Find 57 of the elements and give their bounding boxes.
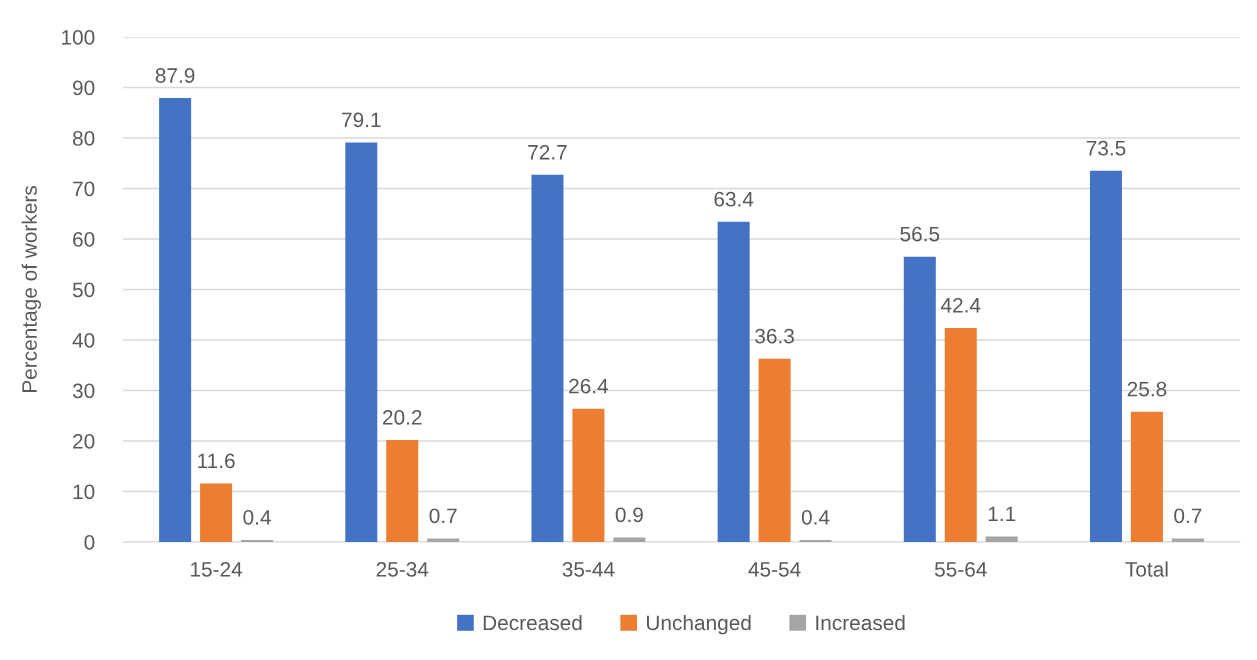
legend-label: Unchanged: [646, 614, 751, 635]
bar: [241, 539, 274, 542]
bar: [427, 538, 460, 542]
bar: [1171, 538, 1204, 542]
legend-label: Increased: [816, 614, 905, 631]
data-label: 36.3: [755, 328, 794, 344]
x-tick-label: Total: [1125, 561, 1168, 577]
data-label: 11.6: [198, 453, 235, 469]
bar: [944, 327, 977, 542]
x-tick-label: 55-64: [934, 561, 987, 577]
y-tick-label: 20: [73, 434, 95, 449]
data-label: 25.8: [1127, 381, 1167, 397]
bar: [386, 439, 419, 542]
y-axis-title: Percentage of workers: [21, 186, 42, 392]
bar: [758, 358, 791, 542]
data-label: 79.1: [342, 112, 381, 128]
bar: [985, 536, 1018, 542]
y-tick-label: 70: [73, 181, 95, 197]
y-tick-label: 50: [72, 282, 95, 298]
legend-label: Decreased: [483, 614, 582, 631]
data-label: 0.9: [615, 507, 643, 523]
data-label: 73.5: [1086, 140, 1126, 156]
data-label: 63.4: [714, 191, 754, 207]
bar: [1130, 411, 1163, 542]
bar: [159, 98, 192, 542]
bar: [345, 142, 378, 542]
y-tick-label: 100: [62, 30, 95, 45]
data-label: 26.4: [569, 378, 609, 394]
y-tick-label: 40: [72, 333, 95, 348]
y-tick-label: 60: [73, 232, 95, 247]
data-label: 42.4: [940, 297, 981, 313]
bar: [531, 174, 564, 542]
bar: [1089, 170, 1122, 542]
x-tick-label: 15-24: [191, 561, 243, 577]
bar: [200, 483, 233, 542]
data-label: 0.4: [801, 510, 830, 525]
data-label: 0.7: [429, 508, 457, 524]
data-label: 56.5: [900, 226, 940, 242]
data-label: 20.2: [383, 410, 422, 425]
bar: [799, 539, 832, 542]
x-tick-label: 25-34: [376, 561, 429, 577]
y-tick-label: 90: [73, 80, 95, 96]
data-label: 1.1: [988, 506, 1016, 522]
bar: [572, 408, 605, 542]
y-tick-label: 0: [84, 535, 95, 550]
bar: [613, 537, 646, 542]
x-tick-label: 45-54: [748, 562, 801, 577]
data-label: 0.4: [243, 510, 271, 525]
y-tick-label: 10: [73, 484, 95, 500]
y-tick-label: 80: [72, 131, 95, 146]
data-label: 87.9: [155, 68, 195, 83]
bar: [717, 221, 750, 542]
bar: [903, 256, 936, 542]
y-tick-label: 30: [72, 383, 95, 399]
data-label: 72.7: [528, 144, 567, 160]
data-label: 0.7: [1174, 508, 1202, 524]
x-tick-label: 35-44: [562, 561, 615, 577]
